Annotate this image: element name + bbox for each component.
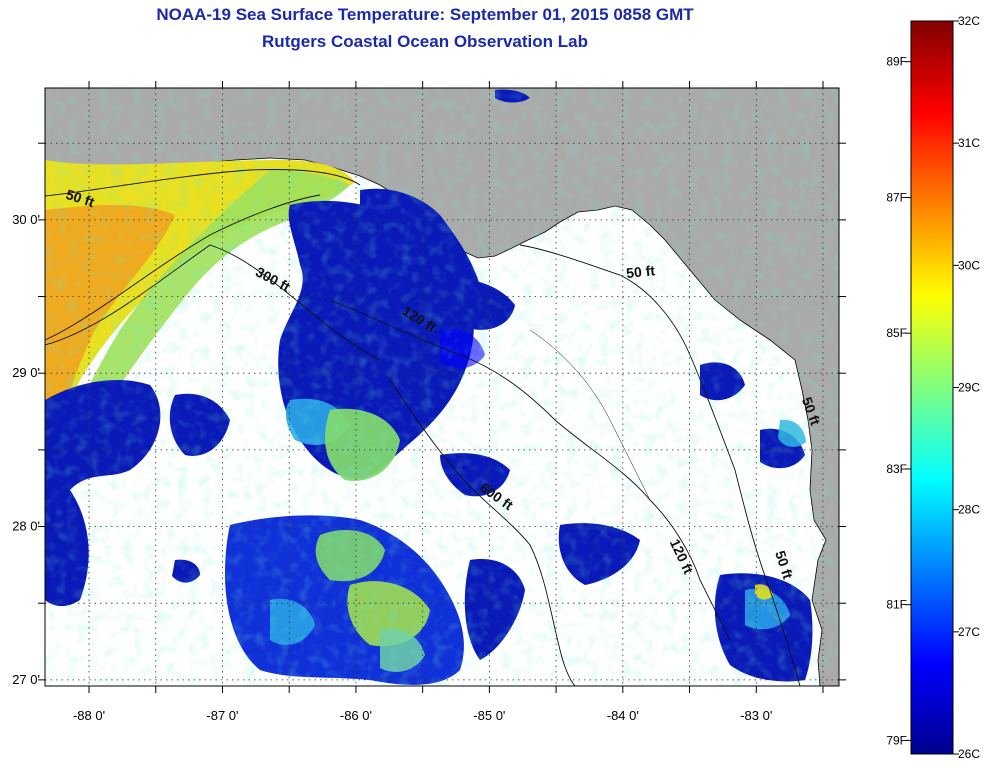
map-title: NOAA-19 Sea Surface Temperature: Septemb… bbox=[156, 5, 694, 24]
colorbar-f-label: 87F bbox=[886, 190, 907, 204]
colorbar-f-label: 81F bbox=[886, 598, 907, 612]
colorbar-c-label: 31C bbox=[958, 136, 980, 150]
latitude-label: 30 0' bbox=[12, 212, 40, 227]
contour-120ft-west bbox=[45, 194, 321, 341]
colorbar-f-label: 79F bbox=[886, 733, 907, 747]
contour-120ft-shelf bbox=[329, 299, 731, 641]
longitude-label: -85 0' bbox=[473, 708, 505, 723]
longitude-label: -84 0' bbox=[607, 708, 639, 723]
colorbar-gradient bbox=[910, 20, 954, 755]
colorbar-c-label: 26C bbox=[958, 747, 980, 761]
latitude-labels: 30 0' 29 0' 28 0' 27 0' bbox=[12, 212, 40, 687]
longitude-label: -87 0' bbox=[206, 708, 238, 723]
colorbar-f-label: 85F bbox=[886, 326, 907, 340]
axis-ticks bbox=[38, 81, 846, 693]
longitude-label: -86 0' bbox=[340, 708, 372, 723]
contour-600ft bbox=[389, 379, 576, 686]
colorbar: 32C 31C 30C 29C 28C 27C 26C 89F 87F 85F 83F 81F 79F bbox=[886, 14, 980, 761]
colorbar-c-label: 28C bbox=[958, 503, 980, 517]
graticule bbox=[45, 88, 839, 686]
contour-50ft-west bbox=[45, 169, 361, 197]
longitude-label: -83 0' bbox=[740, 708, 772, 723]
bathymetry-contours bbox=[45, 169, 801, 686]
colorbar-c-label: 30C bbox=[958, 258, 980, 272]
latitude-label: 27 0' bbox=[12, 672, 40, 687]
contour-50ft-east bbox=[519, 244, 801, 686]
colorbar-celsius-labels: 32C 31C 30C 29C 28C 27C 26C bbox=[958, 14, 980, 761]
longitude-label: -88 0' bbox=[73, 708, 105, 723]
latitude-label: 29 0' bbox=[12, 365, 40, 380]
colorbar-fahrenheit-labels: 89F 87F 85F 83F 81F 79F bbox=[886, 55, 907, 748]
sst-texture bbox=[45, 88, 839, 686]
map-frame bbox=[44, 87, 840, 687]
latitude-label: 28 0' bbox=[12, 519, 40, 534]
map-subtitle: Rutgers Coastal Ocean Observation Lab bbox=[262, 32, 588, 51]
coast-detail bbox=[529, 329, 651, 501]
colorbar-c-label: 32C bbox=[958, 14, 980, 28]
colorbar-c-label: 27C bbox=[958, 625, 980, 639]
colorbar-f-label: 89F bbox=[886, 55, 907, 69]
contour-label: 50 ft bbox=[625, 262, 656, 281]
colorbar-f-label: 83F bbox=[886, 462, 907, 476]
longitude-labels: -88 0' -87 0' -86 0' -85 0' -84 0' -83 0' bbox=[73, 708, 772, 723]
colorbar-c-label: 29C bbox=[958, 381, 980, 395]
contour-300ft bbox=[45, 244, 381, 361]
